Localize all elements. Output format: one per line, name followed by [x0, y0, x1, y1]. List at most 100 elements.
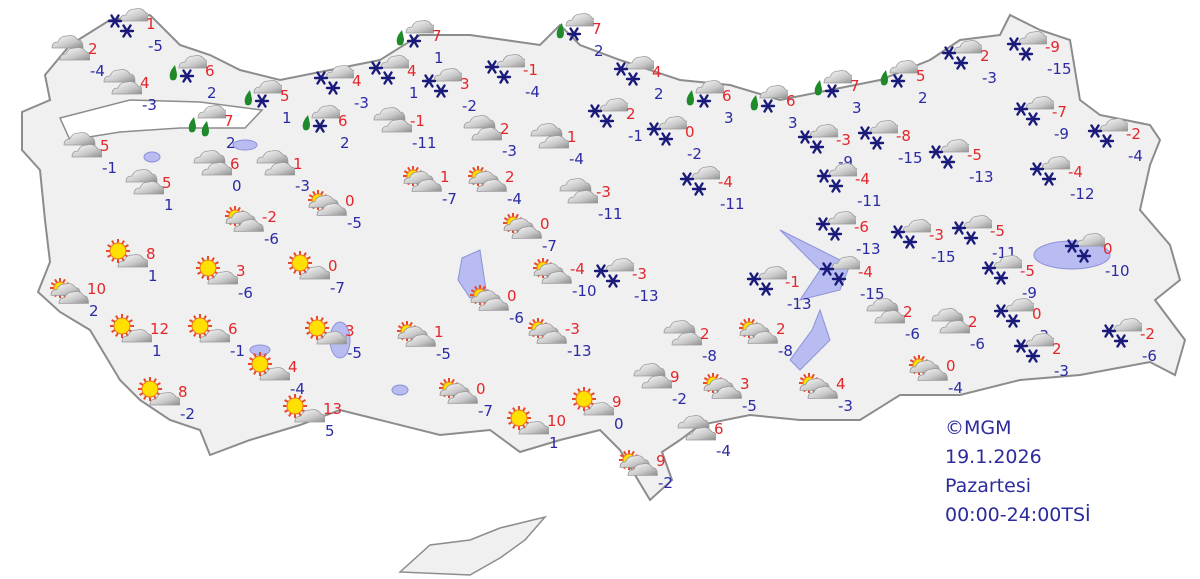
min-temperature: -6	[238, 284, 253, 302]
max-temperature: -9	[1045, 38, 1060, 56]
max-temperature: 7	[432, 27, 442, 45]
max-temperature: 2	[505, 168, 515, 186]
min-temperature: -11	[857, 192, 882, 210]
min-temperature: -1	[230, 342, 245, 360]
min-temperature: -4	[569, 150, 584, 168]
min-temperature: -2	[462, 97, 477, 115]
min-temperature: 2	[89, 302, 99, 320]
forecast-date: 19.1.2026	[945, 446, 1042, 468]
snow-icon	[107, 8, 148, 38]
min-temperature: -4	[290, 380, 305, 398]
sunny-cloud-icon	[572, 387, 614, 416]
max-temperature: -8	[896, 127, 911, 145]
min-temperature: 0	[232, 177, 242, 195]
max-temperature: -5	[1020, 262, 1035, 280]
copyright: ©MGM	[945, 417, 1012, 439]
min-temperature: -11	[412, 134, 437, 152]
max-temperature: 6	[228, 320, 238, 338]
min-temperature: -2	[687, 145, 702, 163]
min-temperature: 3	[852, 99, 862, 117]
min-temperature: -5	[347, 214, 362, 232]
snow-icon	[1064, 233, 1105, 263]
max-temperature: 7	[850, 77, 860, 95]
max-temperature: -5	[967, 146, 982, 164]
sunny-cloud-icon	[507, 406, 549, 435]
min-temperature: -3	[295, 177, 310, 195]
turkey-land	[21, 13, 1187, 502]
max-temperature: 1	[440, 168, 450, 186]
min-temperature: 1	[409, 84, 419, 102]
lakes	[143, 139, 1111, 396]
partly-cloudy-icon	[503, 213, 542, 239]
min-temperature: -15	[1047, 60, 1072, 78]
min-temperature: -10	[1105, 262, 1130, 280]
cloudy-icon	[633, 363, 672, 389]
rain-snow-icon	[302, 105, 340, 133]
min-temperature: 2	[207, 84, 217, 102]
max-temperature: 1	[434, 323, 444, 341]
max-temperature: 7	[224, 112, 234, 130]
rain-snow-icon	[686, 80, 724, 108]
ataturk-dam-lake	[789, 308, 831, 371]
sunny-cloud-icon	[106, 239, 148, 268]
max-temperature: 5	[280, 87, 290, 105]
min-temperature: -15	[860, 285, 885, 303]
min-temperature: -5	[148, 37, 163, 55]
min-temperature: -6	[264, 230, 279, 248]
min-temperature: -6	[905, 325, 920, 343]
min-temperature: 3	[724, 109, 734, 127]
min-temperature: -13	[567, 342, 592, 360]
cloudy-icon	[866, 298, 905, 324]
max-temperature: 6	[786, 92, 796, 110]
max-temperature: -1	[785, 273, 800, 291]
min-temperature: -4	[525, 83, 540, 101]
max-temperature: -3	[836, 131, 851, 149]
partly-cloudy-icon	[308, 190, 347, 216]
min-temperature: -7	[442, 190, 457, 208]
max-temperature: 2	[903, 303, 913, 321]
min-temperature: -15	[931, 248, 956, 266]
max-temperature: -4	[1068, 163, 1083, 181]
snow-icon	[368, 55, 409, 85]
max-temperature: -4	[570, 260, 585, 278]
max-temperature: 2	[500, 120, 510, 138]
partly-cloudy-icon	[470, 285, 509, 311]
max-temperature: -4	[858, 263, 873, 281]
snow-icon	[746, 266, 787, 296]
snow-icon	[646, 116, 687, 146]
cloudy-icon	[193, 150, 232, 176]
min-temperature: -2	[658, 474, 673, 492]
snow-icon	[1013, 96, 1054, 126]
max-temperature: 0	[476, 380, 486, 398]
snow-icon	[941, 40, 982, 70]
min-temperature: -13	[856, 240, 881, 258]
rain-snow-icon	[396, 20, 434, 48]
min-temperature: -13	[969, 168, 994, 186]
cloudy-icon	[463, 115, 502, 141]
snow-icon	[593, 258, 634, 288]
max-temperature: 3	[460, 75, 470, 93]
lake	[391, 384, 409, 396]
min-temperature: 1	[152, 342, 162, 360]
min-temperature: 2	[918, 89, 928, 107]
partly-cloudy-icon	[439, 378, 478, 404]
max-temperature: 5	[100, 137, 110, 155]
sunny-cloud-icon	[248, 352, 290, 381]
min-temperature: -5	[742, 397, 757, 415]
lake-van	[1033, 240, 1111, 270]
rain-snow-icon	[556, 13, 594, 41]
rain-snow-icon	[880, 60, 918, 88]
min-temperature: 1	[148, 267, 158, 285]
max-temperature: 5	[916, 67, 926, 85]
min-temperature: 2	[594, 42, 604, 60]
min-temperature: -13	[787, 295, 812, 313]
max-temperature: -3	[596, 183, 611, 201]
min-temperature: -1	[102, 159, 117, 177]
sunny-cloud-icon	[138, 377, 180, 406]
min-temperature: -4	[90, 62, 105, 80]
max-temperature: 6	[722, 87, 732, 105]
cloudy-icon	[663, 320, 702, 346]
max-temperature: 1	[567, 128, 577, 146]
max-temperature: 4	[140, 74, 150, 92]
max-temperature: 8	[178, 383, 188, 401]
